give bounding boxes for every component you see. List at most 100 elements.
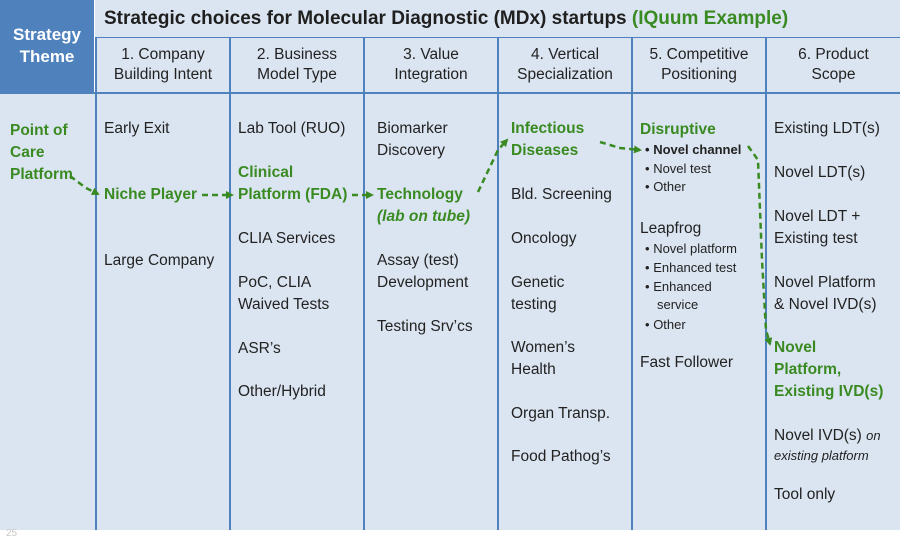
genetic-line1: Genetic <box>511 274 565 291</box>
bullet-icon: • <box>645 179 650 194</box>
disruptive-sub-1: • Novel channel <box>645 141 741 159</box>
col-header-line1: 3. Value <box>403 46 459 63</box>
column-header-2: 2. Business Model Type <box>229 38 363 92</box>
novel-ldt: Novel LDT(s) <box>774 164 866 181</box>
col-header-line2: Specialization <box>517 66 613 83</box>
theme-line2: Care <box>10 144 45 161</box>
page-title: Strategic choices for Molecular Diagnost… <box>95 0 900 38</box>
novel-existing-line3: Existing IVD(s) <box>774 383 884 400</box>
column-header-3: 3. Value Integration <box>363 38 497 92</box>
col-header-line2: Integration <box>394 66 468 83</box>
strategy-theme-header: Strategy Theme <box>0 0 95 92</box>
disruptive-other: Other <box>653 179 686 194</box>
novel-ivd-line1: Novel IVD(s) on <box>774 425 881 447</box>
disruptive-sub-2: • Novel test <box>645 160 711 178</box>
leapfrog-sub-3: • Enhanced <box>645 278 712 296</box>
large-company: Large Company <box>104 252 215 269</box>
clia-services: CLIA Services <box>238 230 336 247</box>
col-header-line1: 6. Product <box>798 46 869 63</box>
leapfrog-sub-1: • Novel platform <box>645 240 737 258</box>
lab-tool: Lab Tool (RUO) <box>238 120 346 137</box>
oncology: Oncology <box>511 230 577 247</box>
genetic-line2: testing <box>511 296 557 313</box>
col-header-line1: 5. Competitive <box>649 46 749 63</box>
fast-follower: Fast Follower <box>640 354 734 371</box>
technology-line1: Technology <box>377 186 463 203</box>
column-header-1: 1. Company Building Intent <box>95 38 229 92</box>
theme-line1: Point of <box>10 122 68 139</box>
organ-transplant: Organ Transp. <box>511 405 611 422</box>
theme-column <box>0 92 95 530</box>
novel-platform-ivd-line1: Novel Platform <box>774 274 876 291</box>
bullet-icon: • <box>645 260 650 275</box>
col-header-line1: 2. Business <box>256 46 338 63</box>
enhanced-service-line1: Enhanced <box>653 279 712 294</box>
novel-existing-line2: Platform, <box>774 361 842 378</box>
bullet-icon: • <box>645 161 650 176</box>
womens-line2: Health <box>511 361 556 378</box>
tool-only: Tool only <box>774 486 836 503</box>
col-header-line2: Model Type <box>257 66 337 83</box>
food-pathogens: Food Pathog’s <box>511 448 611 465</box>
novel-ldt-plus-line2: Existing test <box>774 230 858 247</box>
leapfrog: Leapfrog <box>640 220 702 237</box>
novel-ldt-plus-line1: Novel LDT + <box>774 208 861 225</box>
disruptive: Disruptive <box>640 121 716 138</box>
novel-platform-ivd-line2: & Novel IVD(s) <box>774 296 877 313</box>
biomarker-line2: Discovery <box>377 142 446 159</box>
title-highlight: (IQuum Example) <box>631 8 789 29</box>
clinical-line2: Platform (FDA) <box>238 186 348 203</box>
novel-platform: Novel platform <box>653 241 737 256</box>
existing-ldt: Existing LDT(s) <box>774 120 880 137</box>
bullet-icon: • <box>645 279 650 294</box>
theme-header-line1: Strategy <box>12 25 82 44</box>
title-main: Strategic choices for Molecular Diagnost… <box>104 8 632 29</box>
technology-line2: (lab on tube) <box>377 208 470 225</box>
bullet-icon: • <box>645 142 650 157</box>
novel-ivd: Novel IVD(s) <box>774 427 862 444</box>
column-header-4: 4. Vertical Specialization <box>497 38 631 92</box>
col-header-line1: 1. Company <box>121 46 205 63</box>
page-number: 25 <box>6 528 18 539</box>
column-body-1 <box>95 92 229 530</box>
novel-test: Novel test <box>653 161 711 176</box>
theme-header-line2: Theme <box>19 47 75 66</box>
leapfrog-sub-4: • Other <box>645 316 686 334</box>
bullet-icon: • <box>645 317 650 332</box>
existing-platform: existing platform <box>774 448 869 463</box>
column-body-2 <box>229 92 363 530</box>
other-hybrid: Other/Hybrid <box>238 383 326 400</box>
column-body-5 <box>631 92 765 530</box>
column-header-5: 5. Competitive Positioning <box>631 38 765 92</box>
poc-line1: PoC, CLIA <box>238 274 312 291</box>
asr: ASR’s <box>238 340 281 357</box>
col-header-line1: 4. Vertical <box>530 46 600 63</box>
column-header-6: 6. Product Scope <box>765 38 900 92</box>
assay-line2: Development <box>377 274 469 291</box>
clinical-line1: Clinical <box>238 164 294 181</box>
column-body-4 <box>497 92 631 530</box>
niche-player: Niche Player <box>104 186 198 203</box>
novel-channel: Novel channel <box>653 142 742 157</box>
col-header-line2: Scope <box>811 66 856 83</box>
novel-ivd-on: on <box>866 428 881 443</box>
bullet-icon: • <box>645 241 650 256</box>
womens-line1: Women’s <box>511 339 576 356</box>
infectious-line1: Infectious <box>511 120 585 137</box>
enhanced-service-line2: service <box>657 297 699 312</box>
biomarker-line1: Biomarker <box>377 120 448 137</box>
col-header-line2: Positioning <box>661 66 737 83</box>
col-header-line2: Building Intent <box>113 66 213 83</box>
novel-existing-line1: Novel <box>774 339 817 356</box>
assay-line1: Assay (test) <box>377 252 459 269</box>
leapfrog-other: Other <box>653 317 686 332</box>
infectious-line2: Diseases <box>511 142 579 159</box>
enhanced-test: Enhanced test <box>653 260 737 275</box>
theme-line3: Platform <box>10 166 73 183</box>
column-body-3 <box>363 92 497 530</box>
leapfrog-sub-2: • Enhanced test <box>645 259 736 277</box>
disruptive-sub-3: • Other <box>645 178 686 196</box>
early-exit: Early Exit <box>104 120 170 137</box>
poc-line2: Waived Tests <box>238 296 330 313</box>
